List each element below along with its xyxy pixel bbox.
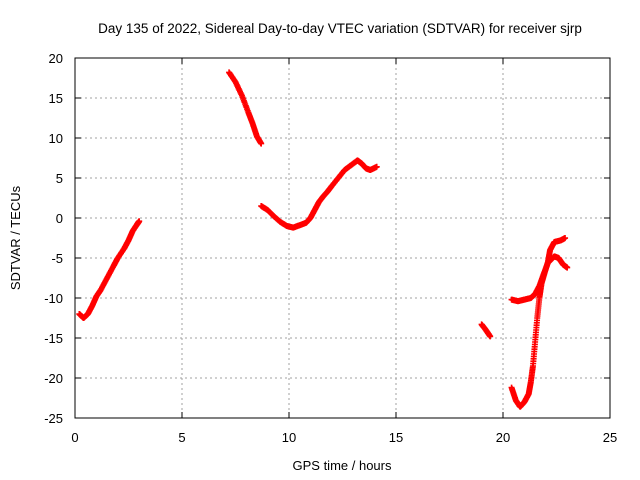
x-tick-label: 0 [71,430,78,445]
y-tick-label: -25 [44,411,63,426]
x-tick-label: 10 [282,430,296,445]
y-tick-label: 5 [56,171,63,186]
series-arc-4 [478,321,494,340]
series-arc-3 [258,157,380,231]
series-arc-1 [76,218,143,321]
x-tick-label: 15 [389,430,403,445]
x-tick-label: 25 [603,430,617,445]
series-arc-6 [508,253,571,305]
y-tick-label: 20 [49,51,63,66]
y-tick-label: 0 [56,211,63,226]
data-point [562,235,569,241]
data-point [136,218,143,225]
y-tick-label: -15 [44,331,63,346]
data-point [258,140,265,147]
x-tick-label: 5 [178,430,185,445]
axis-ticks: 0 5 10 15 20 25 -25 -20 -15 -10 -5 0 5 10 15 20 [44,51,617,445]
plot-frame [74,57,611,419]
data-point [564,264,571,271]
y-tick-label: 10 [49,131,63,146]
data-point [373,163,380,170]
series-arc-2 [226,69,265,147]
data-point [487,333,494,340]
y-axis-label: SDTVAR / TECUs [8,185,23,290]
y-tick-label: 15 [49,91,63,106]
y-tick-label: -20 [44,371,63,386]
y-tick-label: -5 [51,251,63,266]
chart-title: Day 135 of 2022, Sidereal Day-to-day VTE… [98,21,582,36]
x-tick-label: 20 [496,430,510,445]
data-points [76,69,571,410]
y-tick-label: -10 [44,291,63,306]
x-axis-label: GPS time / hours [293,458,392,473]
